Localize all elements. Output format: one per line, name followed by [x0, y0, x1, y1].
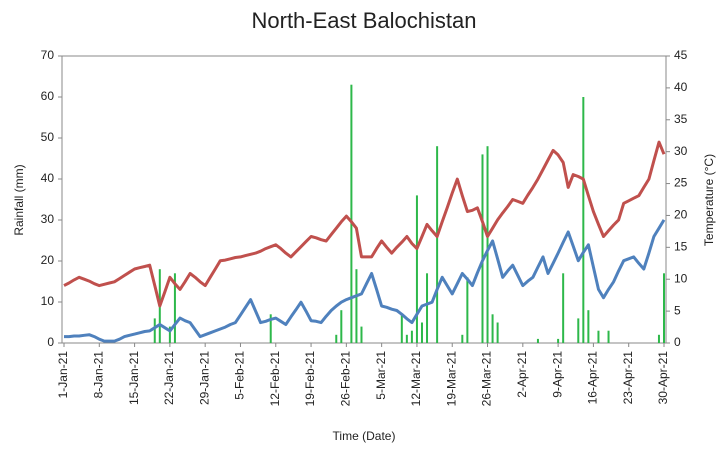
- bar: [405, 334, 408, 343]
- y2-tick-label: 45: [674, 48, 688, 62]
- x-tick-label: 26-Feb-21: [339, 351, 353, 407]
- x-tick-label: 5-Feb-21: [233, 351, 247, 400]
- y-tick-label: 10: [41, 294, 55, 308]
- bar: [587, 310, 590, 343]
- y-tick-label: 50: [41, 130, 55, 144]
- y-axis-label: Rainfall (mm): [12, 164, 26, 235]
- bar: [657, 334, 660, 343]
- y-tick-label: 30: [41, 212, 55, 226]
- x-tick-label: 8-Jan-21: [91, 351, 105, 399]
- x-tick-label: 2-Apr-21: [515, 351, 529, 398]
- y2-tick-label: 20: [674, 208, 688, 222]
- bar: [350, 84, 353, 343]
- bar: [426, 273, 429, 343]
- x-tick-label: 26-Mar-21: [480, 351, 494, 407]
- bar: [335, 334, 338, 343]
- bar: [420, 322, 423, 343]
- y2-tick-label: 35: [674, 112, 688, 126]
- bar: [582, 97, 585, 343]
- x-axis-label: Time (Date): [333, 429, 396, 443]
- chart-title: North-East Balochistan: [252, 8, 477, 33]
- x-tick-label: 12-Feb-21: [268, 351, 282, 407]
- y2-tick-label: 10: [674, 271, 688, 285]
- bar: [461, 334, 464, 343]
- bar: [466, 277, 469, 343]
- x-tick-label: 16-Apr-21: [586, 351, 600, 405]
- bar: [607, 330, 610, 343]
- line: [63, 140, 666, 308]
- x-tick-label: 23-Apr-21: [621, 351, 635, 405]
- y-tick-label: 40: [41, 171, 55, 185]
- y-tick-label: 20: [41, 253, 55, 267]
- y2-tick-label: 0: [674, 335, 681, 349]
- x-tick-label: 22-Jan-21: [162, 351, 176, 405]
- bar: [486, 146, 489, 343]
- bar: [400, 314, 403, 343]
- bar: [577, 318, 580, 343]
- x-tick-label: 30-Apr-21: [656, 351, 670, 405]
- y2-tick-label: 5: [674, 303, 681, 317]
- y2-tick-label: 15: [674, 240, 688, 254]
- bar: [415, 195, 418, 343]
- bar: [173, 273, 176, 343]
- bar: [355, 269, 358, 343]
- bar: [168, 326, 171, 343]
- bar: [481, 154, 484, 343]
- x-tick-label: 9-Apr-21: [550, 351, 564, 398]
- bar: [557, 338, 560, 343]
- y2-tick-label: 40: [674, 80, 688, 94]
- x-tick-label: 15-Jan-21: [127, 351, 141, 405]
- bar: [536, 338, 539, 343]
- x-tick-label: 19-Mar-21: [444, 351, 458, 407]
- bar: [410, 330, 413, 343]
- bar: [340, 310, 343, 343]
- bar: [663, 273, 665, 343]
- x-tick-label: 29-Jan-21: [197, 351, 211, 405]
- y2-tick-label: 30: [674, 144, 688, 158]
- x-tick-label: 5-Mar-21: [374, 351, 388, 400]
- bar: [597, 330, 600, 343]
- x-tick-label: 12-Mar-21: [409, 351, 423, 407]
- bar: [269, 314, 272, 343]
- bar: [436, 146, 439, 343]
- y-tick-label: 0: [47, 335, 54, 349]
- plot-frame: [61, 55, 667, 344]
- y-tick-label: 70: [41, 48, 55, 62]
- line: [64, 219, 666, 343]
- bar: [496, 322, 499, 343]
- bar: [491, 314, 494, 343]
- y2-axis-label: Temperature (°C): [702, 154, 716, 246]
- y2-tick-label: 25: [674, 176, 688, 190]
- x-tick-label: 1-Jan-21: [56, 351, 70, 399]
- bar: [562, 273, 565, 343]
- x-tick-label: 19-Feb-21: [303, 351, 317, 407]
- bar: [360, 326, 363, 343]
- bar: [153, 318, 156, 343]
- y-tick-label: 60: [41, 89, 55, 103]
